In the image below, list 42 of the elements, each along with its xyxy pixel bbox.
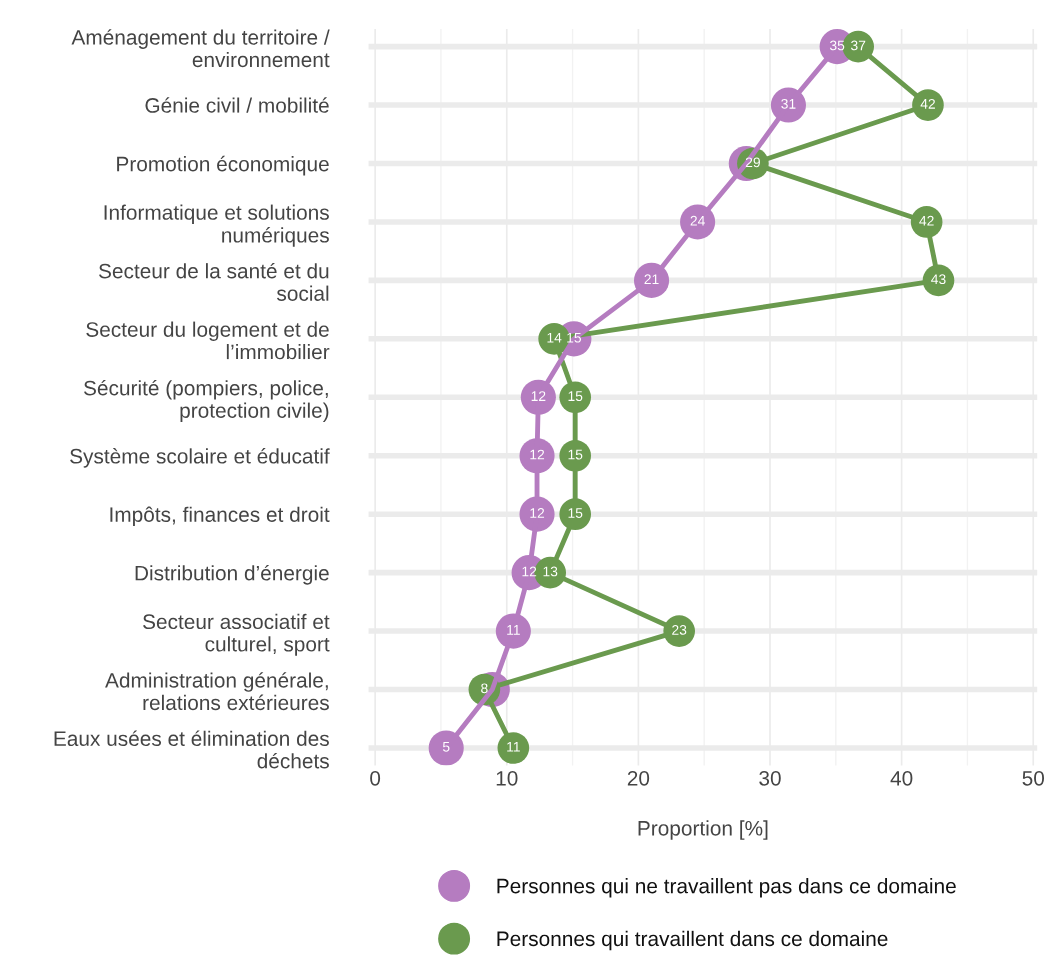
y-tick-label: Informatique et solutions numériques bbox=[104, 204, 329, 247]
data-label: 11 bbox=[507, 742, 520, 752]
x-tick-label: 30 bbox=[759, 770, 781, 786]
legend-label: Personnes qui travaillent dans ce domaine bbox=[497, 930, 888, 951]
y-tick-label: Administration générale, relations extérieures bbox=[105, 672, 329, 711]
x-tick-label: 40 bbox=[890, 770, 913, 786]
data-label: 43 bbox=[931, 274, 946, 285]
y-tick-label: Secteur du logement et de l’immobilier bbox=[86, 321, 330, 360]
data-label: 15 bbox=[568, 391, 583, 402]
data-label: 21 bbox=[644, 274, 659, 284]
data-label: 13 bbox=[543, 566, 558, 577]
y-tick-label: Secteur associatif et culturel, sport bbox=[143, 613, 330, 656]
y-tick-label: Eaux usées et élimination des déchets bbox=[54, 730, 329, 769]
data-label: 37 bbox=[851, 40, 866, 51]
x-tick-label: 10 bbox=[496, 770, 518, 786]
data-label: 31 bbox=[781, 98, 796, 109]
x-axis-title: Proportion [%] bbox=[638, 820, 768, 840]
data-label: 42 bbox=[919, 215, 934, 226]
legend-label: Personnes qui ne travaillent pas dans ce domaine bbox=[497, 878, 956, 898]
y-tick-label: Sécurité (pompiers, police, protection civile) bbox=[83, 379, 329, 423]
data-label: 5 bbox=[442, 742, 450, 752]
data-label: 8 bbox=[481, 683, 488, 694]
data-label: 12 bbox=[530, 508, 545, 518]
x-tick-label: 0 bbox=[370, 770, 381, 786]
data-label: 42 bbox=[920, 98, 935, 109]
data-label: 24 bbox=[690, 215, 705, 226]
y-tick-label: Système scolaire et éducatif bbox=[70, 448, 330, 468]
data-label: 14 bbox=[547, 332, 562, 343]
data-label: 12 bbox=[531, 391, 546, 401]
y-tick-label: Secteur de la santé et du social bbox=[98, 262, 329, 301]
x-tick-label: 50 bbox=[1022, 770, 1045, 786]
data-label: 11 bbox=[507, 625, 520, 635]
y-tick-label: Génie civil / mobilité bbox=[145, 97, 329, 113]
data-label: 15 bbox=[568, 508, 583, 518]
y-tick-label: Impôts, finances et droit bbox=[110, 506, 330, 527]
x-tick-label: 20 bbox=[627, 770, 650, 786]
data-label: 15 bbox=[568, 449, 583, 460]
data-label: 23 bbox=[672, 624, 687, 635]
data-label: 12 bbox=[530, 449, 545, 460]
y-tick-label: Distribution d’énergie bbox=[135, 564, 329, 585]
y-tick-label: Aménagement du territoire / environnement bbox=[71, 29, 330, 68]
y-tick-label: Promotion économique bbox=[117, 155, 329, 176]
